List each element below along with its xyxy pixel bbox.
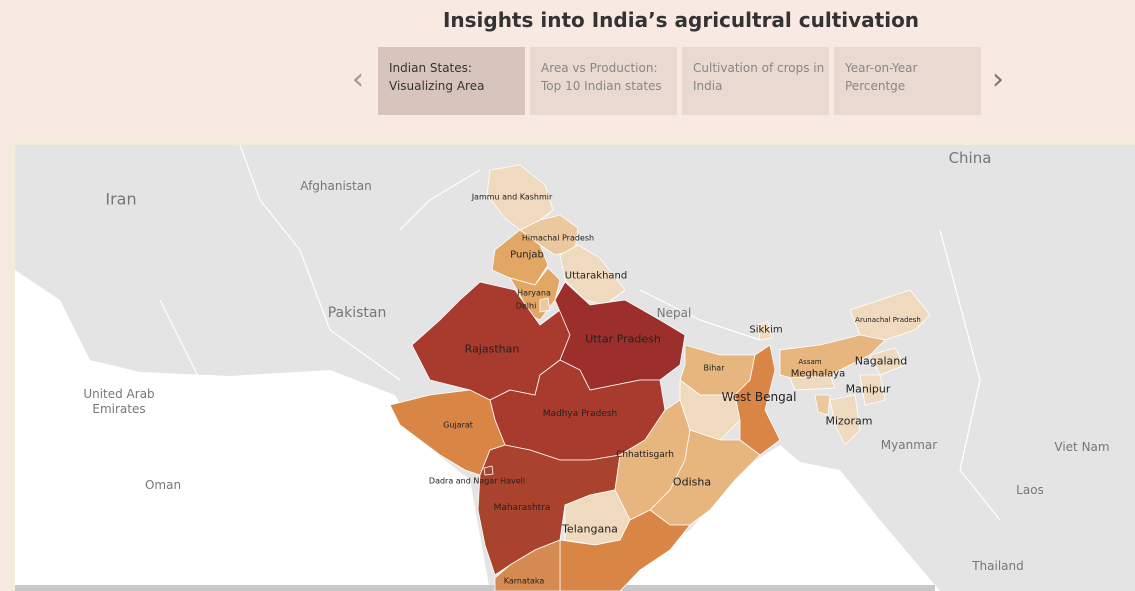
state-label: Bihar: [703, 363, 725, 373]
arabian-sea: [15, 270, 490, 591]
state-label: Odisha: [672, 475, 712, 489]
state-region[interactable]: [559, 509, 691, 591]
map-frame: Jammu and Kashmir Himachal Pradesh Punjab U…: [7, 137, 1135, 591]
state-region[interactable]: [491, 229, 549, 286]
story-tab[interactable]: Cultivation of crops in India: [682, 47, 829, 115]
map: [15, 145, 1135, 591]
state-label: Maharashtra: [493, 503, 551, 513]
state-label: Nagaland: [854, 354, 908, 368]
state-label: Madhya Pradesh: [542, 409, 618, 419]
state-region[interactable]: [483, 465, 494, 476]
next-arrow[interactable]: ›: [992, 62, 1004, 97]
state-label: Delhi: [515, 301, 537, 311]
state-label: Meghalaya: [790, 368, 846, 380]
country-label: Pakistan: [327, 305, 387, 321]
state-region[interactable]: [757, 321, 773, 341]
state-label: Mizoram: [825, 414, 873, 428]
country-label: United Arab Emirates: [83, 387, 155, 416]
state-label: Arunachal Pradesh: [855, 316, 921, 324]
state-region[interactable]: [814, 394, 831, 416]
state-region[interactable]: [734, 344, 781, 456]
country-label: Viet Nam: [1054, 440, 1110, 454]
country-label: China: [948, 149, 992, 167]
story-tab[interactable]: Indian States: Visualizing Area: [378, 47, 525, 115]
state-region[interactable]: [829, 394, 861, 446]
story-title: Insights into India’s agricultral cultiv…: [442, 8, 920, 32]
state-label: Uttar Pradesh: [585, 332, 661, 346]
state-region[interactable]: [679, 379, 741, 441]
country-label: Myanmar: [880, 438, 938, 452]
state-region[interactable]: [494, 539, 561, 591]
state-label: Sikkim: [749, 324, 783, 336]
state-label: Manipur: [845, 382, 891, 396]
borders: [159, 145, 1001, 521]
story-tab[interactable]: Area vs Production: Top 10 Indian states: [530, 47, 677, 115]
state-label: Chhattisgarh: [616, 450, 674, 460]
state-label: Rajasthan: [464, 342, 520, 356]
country-label: Afghanistan: [300, 179, 372, 193]
prev-arrow[interactable]: ‹: [352, 62, 364, 97]
state-region[interactable]: [779, 334, 886, 381]
country-label: Oman: [144, 478, 182, 492]
state-label: West Bengal: [721, 390, 797, 404]
state-region[interactable]: [869, 347, 906, 376]
state-label: Karnataka: [503, 576, 545, 586]
state-label: Himachal Pradesh: [521, 233, 595, 243]
state-region[interactable]: [539, 297, 551, 313]
state-label: Assam: [798, 358, 822, 366]
state-label: Dadra and Nagar Haveli: [428, 476, 526, 486]
state-label: Telangana: [562, 522, 618, 536]
country-label: Laos: [1016, 483, 1044, 497]
state-region[interactable]: [559, 244, 626, 306]
state-label: Punjab: [510, 249, 544, 261]
state-region[interactable]: [519, 214, 579, 256]
state-label: Haryana: [517, 288, 551, 298]
scrollbar[interactable]: [15, 585, 935, 591]
state-region[interactable]: [649, 429, 761, 526]
state-label: Uttarakhand: [564, 270, 628, 282]
country-label: Iran: [105, 189, 137, 209]
state-region[interactable]: [789, 374, 836, 391]
state-label: Jammu and Kashmir: [471, 192, 553, 202]
story-tab[interactable]: Year-on-Year Percentge: [834, 47, 981, 115]
state-label: Gujarat: [443, 420, 473, 430]
country-label: Nepal: [656, 306, 692, 320]
state-region[interactable]: [859, 374, 886, 406]
country-label: Thailand: [972, 559, 1024, 573]
